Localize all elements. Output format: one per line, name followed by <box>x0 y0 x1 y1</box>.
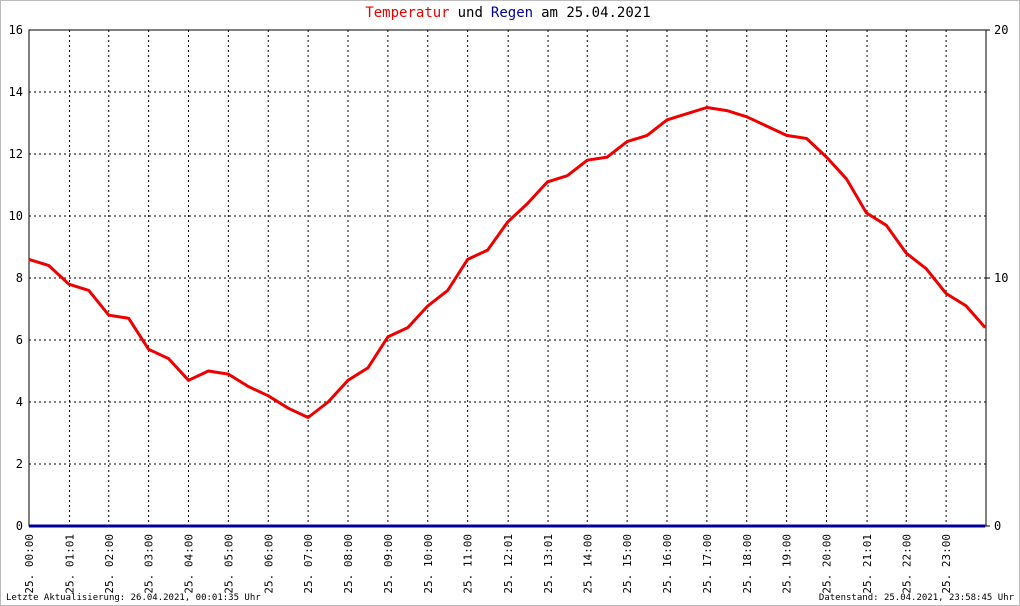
y-tick-label: 16 <box>9 23 23 37</box>
y2-tick-label: 20 <box>994 23 1008 37</box>
x-tick-label: 25. 05:00 <box>222 534 235 594</box>
x-tick-label: 25. 02:00 <box>103 534 116 594</box>
x-tick-label: 25. 08:00 <box>342 534 355 594</box>
x-tick-label: 25. 06:00 <box>262 534 275 594</box>
y-tick-label: 4 <box>16 395 23 409</box>
x-tick-label: 25. 21:01 <box>861 534 874 594</box>
y-tick-label: 12 <box>9 147 23 161</box>
title-part: am 25.04.2021 <box>541 5 651 21</box>
x-tick-label: 25. 13:01 <box>542 534 555 594</box>
x-tick-label: 25. 23:00 <box>940 534 953 594</box>
x-tick-label: 25. 15:00 <box>621 534 634 594</box>
x-tick-label: 25. 16:00 <box>661 534 674 594</box>
x-tick-label: 25. 18:00 <box>741 534 754 594</box>
x-tick-label: 25. 09:00 <box>382 534 395 594</box>
y-tick-label: 14 <box>9 85 23 99</box>
x-tick-label: 25. 17:00 <box>701 534 714 594</box>
footer-left: Letzte Aktualisierung: 26.04.2021, 00:01… <box>6 593 261 603</box>
y-tick-label: 2 <box>16 457 23 471</box>
title-part: Temperatur <box>365 5 449 21</box>
y-tick-label: 10 <box>9 209 23 223</box>
footer-right: Datenstand: 25.04.2021, 23:58:45 Uhr <box>819 593 1015 603</box>
x-tick-label: 25. 07:00 <box>302 534 315 594</box>
x-tick-label: 25. 03:00 <box>143 534 156 594</box>
x-tick-label: 25. 22:00 <box>900 534 913 594</box>
x-tick-label: 25. 10:00 <box>422 534 435 594</box>
y2-tick-label: 10 <box>994 271 1008 285</box>
title-part: und <box>458 5 483 21</box>
x-tick-label: 25. 14:00 <box>581 534 594 594</box>
x-tick-label: 25. 01:01 <box>64 534 77 594</box>
x-tick-label: 25. 00:00 <box>23 534 36 594</box>
x-tick-label: 25. 12:01 <box>502 534 515 594</box>
y2-tick-label: 0 <box>994 519 1001 533</box>
x-tick-label: 25. 19:00 <box>781 534 794 594</box>
y-tick-label: 8 <box>16 271 23 285</box>
y-tick-label: 6 <box>16 333 23 347</box>
chart-title: Temperatur und Regen am 25.04.2021 <box>365 5 650 21</box>
y-tick-label: 0 <box>16 519 23 533</box>
series-line <box>28 106 987 419</box>
x-tick-label: 25. 04:00 <box>183 534 196 594</box>
title-part: Regen <box>491 5 533 21</box>
x-tick-label: 25. 20:00 <box>821 534 834 594</box>
x-tick-label: 25. 11:00 <box>462 534 475 594</box>
